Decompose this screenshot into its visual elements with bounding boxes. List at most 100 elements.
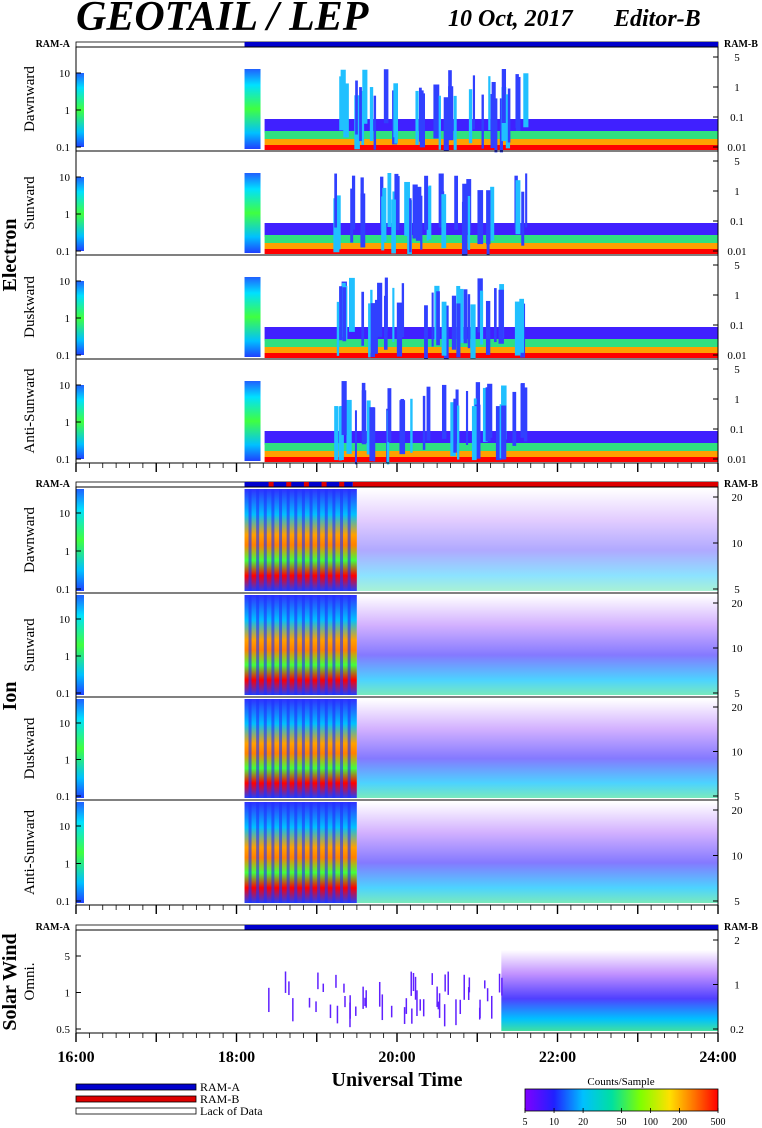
spike <box>456 303 461 358</box>
left-tick-label: 0.1 <box>56 454 70 466</box>
spike <box>394 173 399 228</box>
spike <box>485 387 491 442</box>
spike <box>462 183 468 238</box>
right-tick-label: 0.1 <box>730 320 744 332</box>
band-green <box>264 443 718 451</box>
ion-gap <box>347 699 351 798</box>
spike <box>499 98 504 153</box>
spike <box>383 69 389 124</box>
right-tick-label: 0.1 <box>730 424 744 436</box>
left-tick-label: 1 <box>65 755 71 767</box>
panel-dawnward: Dawnward 10 1 0.1 5 1 0.1 0.01 <box>22 46 747 154</box>
spike <box>391 199 396 254</box>
data-strip <box>76 489 84 591</box>
spike <box>488 76 491 131</box>
right-tick-label: 5 <box>734 688 740 700</box>
sw-spike <box>414 976 417 1000</box>
colorbar-tick-label: 10 <box>549 1117 559 1128</box>
spike <box>501 405 507 460</box>
spike <box>369 407 375 462</box>
left-tick-label: 10 <box>59 718 71 730</box>
spike <box>387 173 392 228</box>
spike <box>415 186 422 241</box>
spike <box>394 89 398 144</box>
ion-gap <box>279 489 283 591</box>
ion-band <box>244 802 357 903</box>
sw-spike <box>437 1001 440 1010</box>
panel-label: Sunward <box>22 176 38 230</box>
sw-spike <box>405 998 408 1014</box>
right-tick-label: 5 <box>734 156 740 168</box>
ion-gap <box>301 802 305 903</box>
band-blue <box>264 431 718 445</box>
ion-gap <box>248 802 252 903</box>
panel-dawnward: Dawnward 10 1 0.1 20 10 5 <box>22 486 743 596</box>
right-tick-label: 5 <box>734 364 740 376</box>
ion-gap <box>301 699 305 798</box>
right-tick-label: 2 <box>734 935 740 947</box>
spike <box>360 177 364 232</box>
spike <box>501 69 507 124</box>
x-tick-label: 18:00 <box>218 1049 255 1066</box>
spike <box>349 277 355 332</box>
sw-spike <box>438 993 441 1018</box>
spike <box>336 301 340 356</box>
spike <box>494 98 498 153</box>
spike <box>471 406 477 461</box>
colorbar-tick-label: 20 <box>578 1117 588 1128</box>
colorbar-tick-label: 100 <box>643 1117 658 1128</box>
legend-swatch-ram-a <box>75 1083 197 1091</box>
right-tick-label: 5 <box>734 260 740 272</box>
mode-bar-right-label: RAM-B <box>724 479 758 490</box>
mode-bar-ram-b-tick <box>268 482 274 487</box>
ion-noise <box>356 595 718 695</box>
spike <box>456 405 460 460</box>
ion-band <box>244 699 357 798</box>
left-tick-label: 10 <box>59 172 71 184</box>
panel-duskward: Duskward 10 1 0.1 5 1 0.1 0.01 <box>22 254 747 362</box>
x-tick-label: 22:00 <box>539 1049 576 1066</box>
sw-spike <box>308 997 311 1008</box>
ion-gap <box>324 595 328 695</box>
mode-bar-ram-b-tick <box>356 482 362 487</box>
ion-gap <box>286 489 290 591</box>
right-tick-label: 1 <box>734 290 740 302</box>
figure-date: 10 Oct, 2017 <box>448 6 574 32</box>
panel-label: Sunward <box>22 618 38 672</box>
right-tick-label: 0.1 <box>730 216 744 228</box>
sw-spike <box>268 987 270 1013</box>
sw-spike <box>484 980 486 989</box>
left-tick-label: 10 <box>59 276 71 288</box>
mode-bar-ram-b-tick <box>321 482 327 487</box>
data-burst <box>244 381 261 461</box>
left-tick-label: 10 <box>59 821 71 833</box>
group-ion: RAM-A RAM-B Ion Dawnward 10 1 0.1 20 10 5 Sunward 1… <box>0 479 758 914</box>
sw-spike <box>463 974 465 1000</box>
left-tick-label: 0.1 <box>56 350 70 362</box>
sw-spike <box>381 994 384 1021</box>
ion-gap <box>301 489 305 591</box>
spike <box>448 70 452 125</box>
spike <box>339 286 343 341</box>
spike <box>422 395 426 450</box>
panels-layer: RAM-A RAM-B Electron Dawnward 10 1 0.1 5 1 0.1 0.0… <box>0 39 758 1042</box>
band-green <box>264 339 718 347</box>
sw-spike <box>416 990 418 1017</box>
mode-legend: RAM-A RAM-B Lack of Data <box>75 1080 263 1118</box>
sw-spike <box>336 1005 339 1024</box>
spike <box>454 175 459 230</box>
ion-gap <box>332 802 336 903</box>
sw-spike <box>284 971 287 993</box>
spike <box>370 303 376 358</box>
left-tick-label: 0.5 <box>56 1024 70 1036</box>
data-strip <box>76 595 84 695</box>
left-tick-label: 0.1 <box>56 142 70 154</box>
colorbar-tick-label: 500 <box>711 1117 726 1128</box>
spike <box>400 398 405 453</box>
right-tick-label: 5 <box>734 791 740 803</box>
right-tick-label: 20 <box>732 805 744 817</box>
spike <box>355 80 358 135</box>
legend-swatch-lack-of-data <box>75 1107 197 1115</box>
mode-bar-left-label: RAM-A <box>36 479 71 490</box>
mode-bar-ram-b-tick <box>286 482 292 487</box>
